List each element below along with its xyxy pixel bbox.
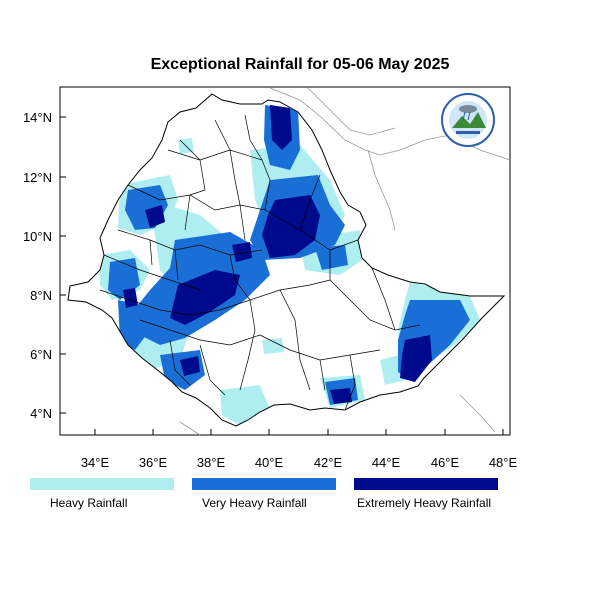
y-tick-label: 8°N — [30, 288, 52, 303]
x-tick-label: 34°E — [81, 455, 110, 470]
x-tick-label: 42°E — [314, 455, 343, 470]
axis-ticks — [60, 116, 504, 435]
legend-label-very-heavy: Very Heavy Rainfall — [202, 496, 307, 510]
y-tick-label: 4°N — [30, 406, 52, 421]
x-tick-label: 36°E — [139, 455, 168, 470]
x-tick-label: 44°E — [372, 455, 401, 470]
legend-swatch-heavy — [30, 478, 174, 490]
region-borders — [67, 93, 506, 427]
institute-logo — [441, 93, 495, 147]
x-tick-label: 40°E — [255, 455, 284, 470]
x-tick-label: 46°E — [431, 455, 460, 470]
legend-label-extremely-heavy: Extremely Heavy Rainfall — [357, 496, 492, 510]
legend-swatch-very-heavy — [192, 478, 336, 490]
y-tick-label: 6°N — [30, 347, 52, 362]
extremely-heavy-rainfall-area — [123, 105, 432, 404]
y-tick-label: 12°N — [23, 170, 52, 185]
x-tick-label: 38°E — [197, 455, 226, 470]
legend-swatch-extremely-heavy — [354, 478, 498, 490]
y-tick-label: 14°N — [23, 110, 52, 125]
map-title: Exceptional Rainfall for 05-06 May 2025 — [150, 56, 450, 73]
x-tick-label: 48°E — [489, 455, 518, 470]
y-tick-label: 10°N — [23, 229, 52, 244]
rainfall-areas — [100, 105, 480, 425]
legend-label-heavy: Heavy Rainfall — [50, 496, 128, 510]
